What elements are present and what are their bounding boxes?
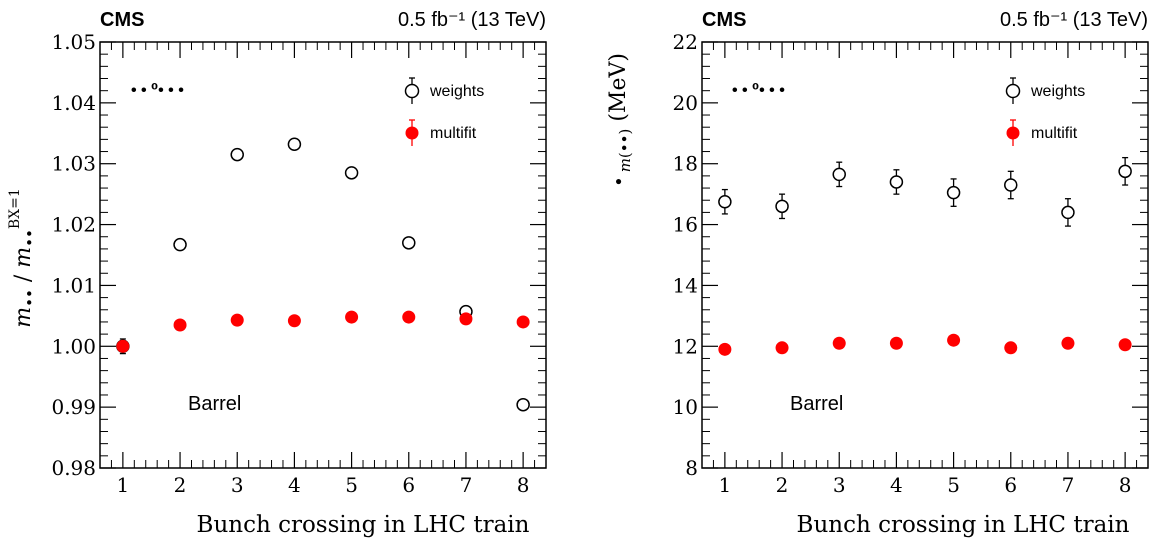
weights-point <box>718 195 732 209</box>
weights-point <box>1004 178 1018 192</box>
multifit-point <box>116 339 130 353</box>
multifit-point <box>775 341 789 355</box>
y-tick-label: 0.99 <box>51 395 96 419</box>
x-tick-label: 3 <box>833 473 846 497</box>
weights-point <box>402 236 416 250</box>
legend-label-multifit: multifit <box>430 125 477 142</box>
cms-label: CMS <box>100 9 144 31</box>
plot-frame <box>701 41 1149 469</box>
multifit-point <box>402 310 416 324</box>
x-tick-label: 7 <box>460 473 473 497</box>
barrel-label: Barrel <box>188 393 241 415</box>
y-tick-label: 1.04 <box>51 91 96 115</box>
x-tick-label: 7 <box>1062 473 1075 497</box>
svg-text:•m(••) (MeV): •m(••) (MeV) <box>606 53 634 187</box>
panel-left: CMS 0.5 fb⁻¹ (13 TeV) m•• / m••BX=1 0.98… <box>7 9 547 538</box>
y-tick-label: 8 <box>685 456 698 480</box>
x-tick-label: 4 <box>288 473 301 497</box>
y-tick-label: 1.01 <box>51 273 96 297</box>
x-tick-label: 2 <box>174 473 187 497</box>
plot-area-left: 0.98 0.99 1.00 1.01 1.02 1.03 1.04 1.05 1 2 3 4 5 6 7 8 <box>51 30 547 497</box>
y-tick-label: 18 <box>673 152 698 176</box>
y-tick-label: 10 <box>673 395 698 419</box>
weights-point <box>889 175 904 189</box>
barrel-label: Barrel <box>790 393 843 415</box>
multifit-point <box>1004 341 1018 355</box>
legend-marker-weights <box>404 83 420 99</box>
multifit-point <box>718 342 732 356</box>
weights-point <box>173 237 187 252</box>
x-tick-label: 8 <box>517 473 530 497</box>
multifit-point <box>947 333 961 347</box>
y-tick-label: 16 <box>673 213 698 237</box>
x-tick-label: 6 <box>1004 473 1017 497</box>
x-tick-label: 1 <box>719 473 732 497</box>
y-tick-label: 12 <box>673 334 698 358</box>
x-axis-title: Bunch crossing in LHC train <box>197 512 530 538</box>
y-tick-label: 14 <box>673 273 698 297</box>
multifit-point <box>287 314 301 328</box>
legend-label-multifit: multifit <box>1031 125 1078 142</box>
weights-point <box>230 147 244 162</box>
cms-label: CMS <box>702 9 746 31</box>
y-tick-label: 1.05 <box>51 30 96 54</box>
legend-marker-multifit <box>405 126 419 140</box>
multifit-point <box>230 313 244 327</box>
y-axis-title: m•• / m••BX=1 <box>7 188 39 327</box>
legend-right: weights multifit <box>1005 77 1085 146</box>
luminosity-label: 0.5 fb⁻¹ (13 TeV) <box>398 9 546 31</box>
x-tick-label: 5 <box>345 473 358 497</box>
multifit-point <box>832 336 846 350</box>
x-tick-label: 5 <box>947 473 960 497</box>
multifit-point <box>173 318 187 332</box>
multifit-point <box>345 310 359 324</box>
panel-right: CMS 0.5 fb⁻¹ (13 TeV) •m(••) (MeV) 81012… <box>606 9 1149 538</box>
x-tick-label: 1 <box>117 473 130 497</box>
multifit-point <box>889 336 903 350</box>
y-tick-label: 1.03 <box>51 152 96 176</box>
plot-frame <box>99 41 547 469</box>
legend-label-weights: weights <box>1030 83 1085 100</box>
multifit-point <box>459 312 473 326</box>
y-tick-label: 0.98 <box>51 456 96 480</box>
svg-text:m•• / m••BX=1: m•• / m••BX=1 <box>7 188 39 327</box>
legend-left: weights multifit <box>404 77 484 146</box>
weights-point <box>832 167 846 182</box>
x-tick-label: 2 <box>776 473 789 497</box>
weights-point <box>516 397 530 412</box>
x-tick-label: 6 <box>402 473 415 497</box>
weights-point <box>344 166 359 180</box>
y-tick-label: 20 <box>673 91 698 115</box>
multifit-point <box>1061 336 1075 350</box>
x-tick-label: 8 <box>1119 473 1132 497</box>
x-tick-label: 4 <box>890 473 903 497</box>
legend-marker-weights <box>1005 83 1021 99</box>
y-axis-title: •m(••) (MeV) <box>606 53 634 187</box>
y-tick-label: 1.00 <box>51 334 96 358</box>
legend-title: • • ⁰• • • <box>732 82 785 99</box>
x-tick-label: 3 <box>231 473 244 497</box>
weights-point <box>287 137 302 151</box>
weights-point <box>1118 164 1132 179</box>
legend-label-weights: weights <box>429 83 484 100</box>
x-axis-title: Bunch crossing in LHC train <box>797 512 1130 538</box>
luminosity-label: 0.5 fb⁻¹ (13 TeV) <box>1000 9 1148 31</box>
y-tick-label: 1.02 <box>51 213 96 237</box>
weights-point <box>1061 205 1075 220</box>
legend-title: • • ⁰• • • <box>131 82 184 99</box>
multifit-point <box>1118 338 1132 352</box>
weights-point <box>775 199 789 214</box>
legend-marker-multifit <box>1006 126 1020 140</box>
weights-point <box>946 185 961 200</box>
y-tick-label: 22 <box>673 30 698 54</box>
multifit-point <box>516 315 530 329</box>
